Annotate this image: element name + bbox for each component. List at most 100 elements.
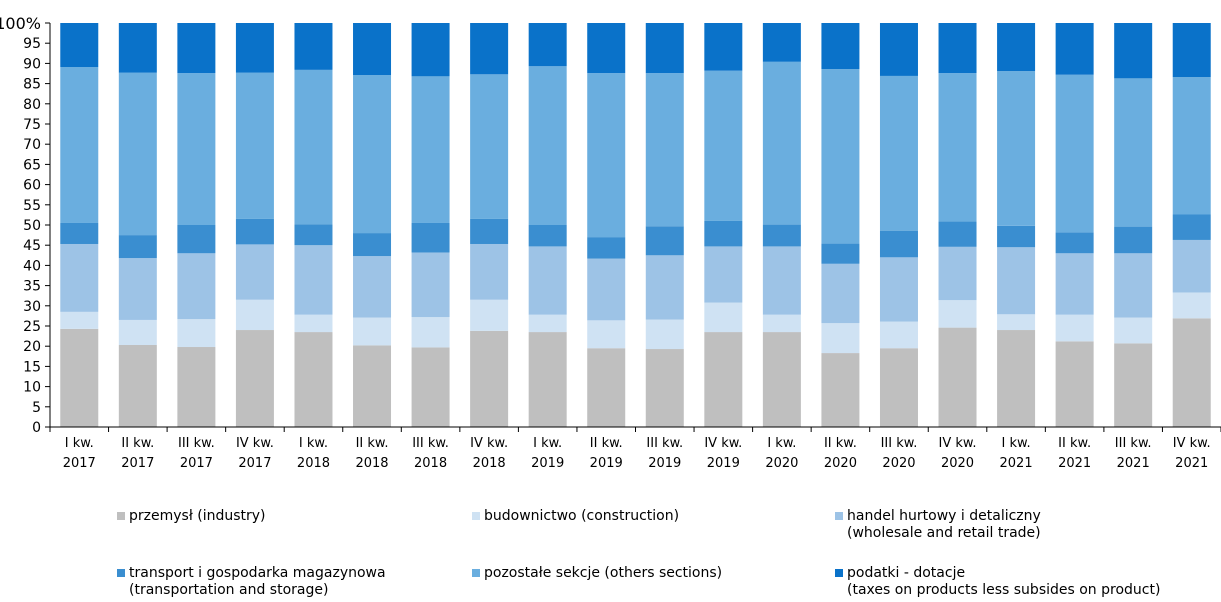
bar-segment-1-1 <box>118 319 157 345</box>
x-tick-label: 2020 <box>941 456 974 471</box>
bar-segment-1-5 <box>353 317 392 346</box>
y-tick-label: 10 <box>23 380 41 396</box>
bar-segment-5-14 <box>879 23 918 76</box>
x-tick-label: 2021 <box>1000 456 1033 471</box>
bar-segment-4-9 <box>587 73 626 238</box>
y-tick-label: 90 <box>23 56 41 72</box>
bar-segment-3-5 <box>353 233 392 257</box>
x-tick-label: III kw. <box>412 436 449 451</box>
y-tick-label: 30 <box>23 299 41 315</box>
bar-segment-4-18 <box>1114 78 1153 227</box>
bar-segment-1-0 <box>60 311 99 329</box>
x-tick-label: III kw. <box>178 436 215 451</box>
bar-segment-4-16 <box>997 71 1036 226</box>
bar-segment-0-1 <box>118 344 157 427</box>
y-tick-label: 85 <box>23 77 41 93</box>
bar-segment-1-4 <box>294 314 333 333</box>
bar-segment-3-18 <box>1114 226 1153 254</box>
bar-segment-0-6 <box>411 347 450 427</box>
bar-segment-4-15 <box>938 73 977 222</box>
y-tick-label: 45 <box>23 238 41 254</box>
bar-segment-5-5 <box>353 23 392 76</box>
bar-segment-2-16 <box>997 247 1036 315</box>
bar-segment-0-2 <box>177 347 216 427</box>
bar-segment-1-11 <box>704 302 743 333</box>
bar-segment-1-7 <box>470 299 509 331</box>
y-tick-label: 100% <box>0 14 41 33</box>
bar-segment-5-19 <box>1172 23 1211 78</box>
bar-segment-2-8 <box>528 246 567 315</box>
bar-segment-3-16 <box>997 225 1036 248</box>
bar-segment-4-11 <box>704 70 743 221</box>
x-tick-label: 2020 <box>882 456 915 471</box>
bar-segment-5-8 <box>528 23 567 67</box>
y-tick-label: 40 <box>23 258 41 274</box>
bar-segment-2-0 <box>60 243 99 312</box>
bar-segment-2-11 <box>704 246 743 303</box>
bar-segment-4-13 <box>821 69 860 244</box>
bar-segment-4-3 <box>235 72 274 219</box>
bar-segment-3-15 <box>938 221 977 247</box>
bar-segment-3-12 <box>762 224 801 247</box>
bar-segment-1-14 <box>879 321 918 349</box>
bar-segment-1-13 <box>821 323 860 354</box>
y-tick-label: 5 <box>32 400 41 416</box>
x-tick-label: IV kw. <box>470 436 508 451</box>
bar-segment-3-7 <box>470 218 509 244</box>
bar-segment-4-5 <box>353 75 392 234</box>
bar-segment-2-1 <box>118 258 157 320</box>
bar-segment-3-13 <box>821 243 860 264</box>
x-tick-label: 2020 <box>765 456 798 471</box>
bar-segment-4-1 <box>118 72 157 236</box>
bar-segment-0-0 <box>60 328 99 427</box>
bar-segment-0-19 <box>1172 318 1211 427</box>
bar-segment-2-9 <box>587 258 626 321</box>
bar-segment-0-3 <box>235 330 274 427</box>
bar-segment-2-10 <box>645 255 684 320</box>
bar-segment-0-15 <box>938 327 977 427</box>
bar-segment-0-5 <box>353 345 392 427</box>
bar-segment-1-16 <box>997 314 1036 331</box>
bar-segment-3-2 <box>177 225 216 254</box>
bar-segment-4-10 <box>645 73 684 227</box>
bar-segment-0-17 <box>1055 341 1094 427</box>
bar-segment-1-18 <box>1114 317 1153 344</box>
x-tick-label: 2019 <box>531 456 564 471</box>
y-tick-label: 25 <box>23 319 41 335</box>
x-tick-label: 2019 <box>590 456 623 471</box>
bar-segment-5-9 <box>587 23 626 74</box>
y-tick-label: 95 <box>23 36 41 52</box>
bar-segment-5-6 <box>411 23 450 77</box>
bar-segment-2-18 <box>1114 253 1153 318</box>
x-tick-label: II kw. <box>824 436 857 451</box>
bar-segment-2-17 <box>1055 253 1094 315</box>
y-tick-label: 15 <box>23 359 41 375</box>
bar-segment-2-2 <box>177 253 216 320</box>
bar-segment-4-0 <box>60 67 99 223</box>
bar-segment-5-16 <box>997 23 1036 72</box>
x-tick-label: 2019 <box>707 456 740 471</box>
bar-segment-2-6 <box>411 252 450 318</box>
bar-segment-0-11 <box>704 332 743 427</box>
bar-segment-4-2 <box>177 73 216 225</box>
bar-segment-3-4 <box>294 224 333 246</box>
bar-segment-0-4 <box>294 332 333 427</box>
bar-segment-0-8 <box>528 332 567 427</box>
x-tick-label: 2018 <box>297 456 330 471</box>
bar-segment-5-13 <box>821 23 860 70</box>
bar-segment-0-14 <box>879 348 918 427</box>
bar-segment-1-2 <box>177 319 216 348</box>
x-tick-label: III kw. <box>1115 436 1152 451</box>
y-tick-label: 0 <box>32 420 41 436</box>
bar-segment-4-4 <box>294 69 333 225</box>
bar-segment-4-12 <box>762 61 801 225</box>
bar-segment-4-8 <box>528 66 567 225</box>
bar-segment-5-11 <box>704 23 743 71</box>
bar-segment-4-7 <box>470 74 509 219</box>
bar-segment-5-2 <box>177 23 216 74</box>
x-tick-label: 2017 <box>121 456 154 471</box>
x-tick-label: I kw. <box>1002 436 1031 451</box>
bar-segment-3-0 <box>60 222 99 244</box>
bar-segment-1-19 <box>1172 292 1211 319</box>
